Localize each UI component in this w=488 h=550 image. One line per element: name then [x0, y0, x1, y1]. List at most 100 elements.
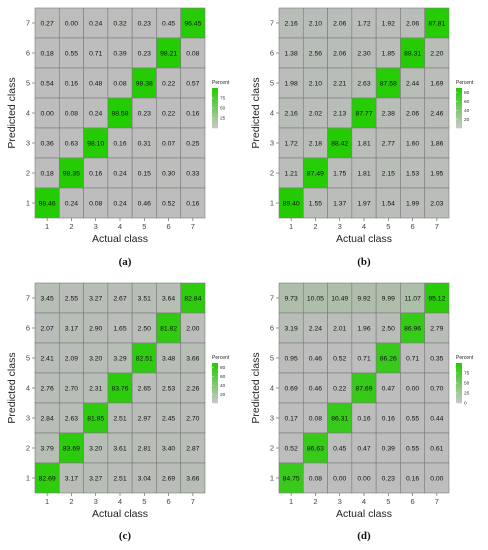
heatmap-cell: [424, 462, 450, 494]
cell-value: 0.25: [186, 140, 199, 147]
cell-value: 2.15: [382, 170, 395, 177]
y-tick-label: 3: [270, 414, 274, 423]
legend-gradient-step: [456, 396, 462, 399]
heatmap-cell: [180, 282, 206, 314]
cell-value: 0.08: [309, 475, 322, 482]
heatmap-cell: [351, 402, 377, 434]
cell-value: 83.76: [111, 385, 128, 392]
heatmap-cell: [34, 372, 60, 404]
x-tick-label: 5: [142, 222, 146, 231]
cell-value: 0.16: [113, 140, 126, 147]
y-tick-label: 6: [270, 49, 274, 58]
cell-value: 2.76: [41, 385, 54, 392]
cell-value: 2.63: [65, 415, 78, 422]
heatmap-c: 3.45 2.55 3.27 2.67 3.51 3.64 82.84 2.07 3.17 2.9…: [6, 282, 230, 520]
cell-value: 1.37: [333, 200, 346, 207]
heatmap-cell: [400, 157, 426, 189]
cell-value: 0.48: [89, 80, 102, 87]
legend-gradient-step: [456, 391, 462, 394]
cell-value: 0.63: [65, 140, 78, 147]
cell-value: 0.61: [430, 445, 443, 452]
legend-tick-label: 20: [464, 117, 470, 123]
heatmap-cell: [278, 462, 304, 494]
cell-value: 2.10: [309, 20, 322, 27]
legend-gradient-step: [456, 399, 462, 402]
cell-value: 2.13: [333, 110, 346, 117]
heatmap-cell: [107, 372, 133, 404]
legend-tick-label: 50: [464, 381, 470, 387]
legend-gradient-step: [456, 106, 462, 109]
cell-value: 3.66: [186, 475, 199, 482]
heatmap-cell: [302, 157, 328, 189]
cell-value: 1.21: [285, 170, 298, 177]
cell-value: 9.92: [357, 295, 370, 302]
cell-value: 2.44: [406, 80, 419, 87]
heatmap-cell: [83, 7, 109, 39]
heatmap-cell: [83, 37, 109, 69]
heatmap-cell: [58, 432, 84, 464]
cell-value: 0.35: [430, 355, 443, 362]
heatmap-cell: [375, 282, 401, 314]
cell-value: 2.00: [186, 325, 199, 332]
cell-value: 0.08: [89, 200, 102, 207]
heatmap-cell: [351, 157, 377, 189]
heatmap-cell: [180, 432, 206, 464]
y-tick-label: 5: [26, 79, 30, 88]
x-tick-label: 4: [362, 222, 366, 231]
heatmap-cell: [83, 402, 109, 434]
heatmap-cell: [351, 432, 377, 464]
heatmap-cell: [400, 7, 426, 39]
heatmap-b: 2.16 2.10 2.06 1.72 1.92 2.06 87.81 1.38 2.56 2.0…: [250, 7, 474, 245]
legend-gradient-step: [212, 89, 218, 92]
cell-value: 2.70: [65, 385, 78, 392]
legend-gradient-step: [456, 398, 462, 400]
legend-gradient-step: [212, 373, 218, 375]
cell-value: 2.06: [333, 20, 346, 27]
x-tick-label: 4: [118, 497, 122, 506]
cell-value: 2.16: [285, 110, 298, 117]
legend-gradient-step: [212, 394, 218, 397]
heatmap-cell: [34, 462, 60, 494]
legend-gradient-step: [212, 384, 218, 387]
cell-value: 87.49: [307, 170, 324, 177]
legend-gradient-step: [212, 88, 218, 90]
heatmap-cell: [424, 342, 450, 374]
legend-gradient-step: [212, 121, 218, 124]
legend-gradient-step: [212, 379, 218, 382]
legend-tick-label: 75: [464, 371, 470, 377]
heatmap-cell: [58, 97, 84, 129]
y-tick-label: 4: [270, 384, 274, 393]
legend-gradient-step: [456, 121, 462, 124]
cell-value: 82.69: [39, 475, 56, 482]
cell-value: 1.72: [285, 140, 298, 147]
cell-value: 0.30: [162, 170, 175, 177]
legend-gradient-step: [456, 389, 462, 392]
cell-value: 0.39: [113, 50, 126, 57]
cell-value: 2.02: [309, 110, 322, 117]
legend-title: Percent: [456, 80, 474, 86]
y-tick-label: 7: [26, 294, 30, 303]
heatmap-cell: [180, 37, 206, 69]
cell-value: 2.97: [138, 415, 151, 422]
y-axis-title: Predicted class: [6, 77, 18, 148]
cell-value: 0.16: [186, 110, 199, 117]
heatmap-cell: [131, 187, 157, 219]
heatmap-cell: [327, 187, 353, 219]
cell-value: 0.00: [41, 110, 54, 117]
heatmap-cell: [278, 187, 304, 219]
y-tick-label: 1: [270, 199, 274, 208]
heatmap-cell: [375, 37, 401, 69]
x-tick-label: 7: [191, 497, 195, 506]
cell-value: 0.22: [333, 385, 346, 392]
cell-value: 98.58: [111, 110, 128, 117]
cell-value: 10.05: [307, 295, 324, 302]
cell-value: 0.36: [41, 140, 54, 147]
cell-value: 0.00: [357, 475, 370, 482]
legend-gradient-step: [212, 111, 218, 114]
legend-gradient-step: [456, 388, 462, 390]
cell-value: 0.27: [41, 20, 54, 27]
x-tick-label: 4: [362, 497, 366, 506]
legend-gradient-step: [212, 98, 218, 100]
legend-gradient-step: [212, 391, 218, 394]
heatmap-cell: [375, 402, 401, 434]
